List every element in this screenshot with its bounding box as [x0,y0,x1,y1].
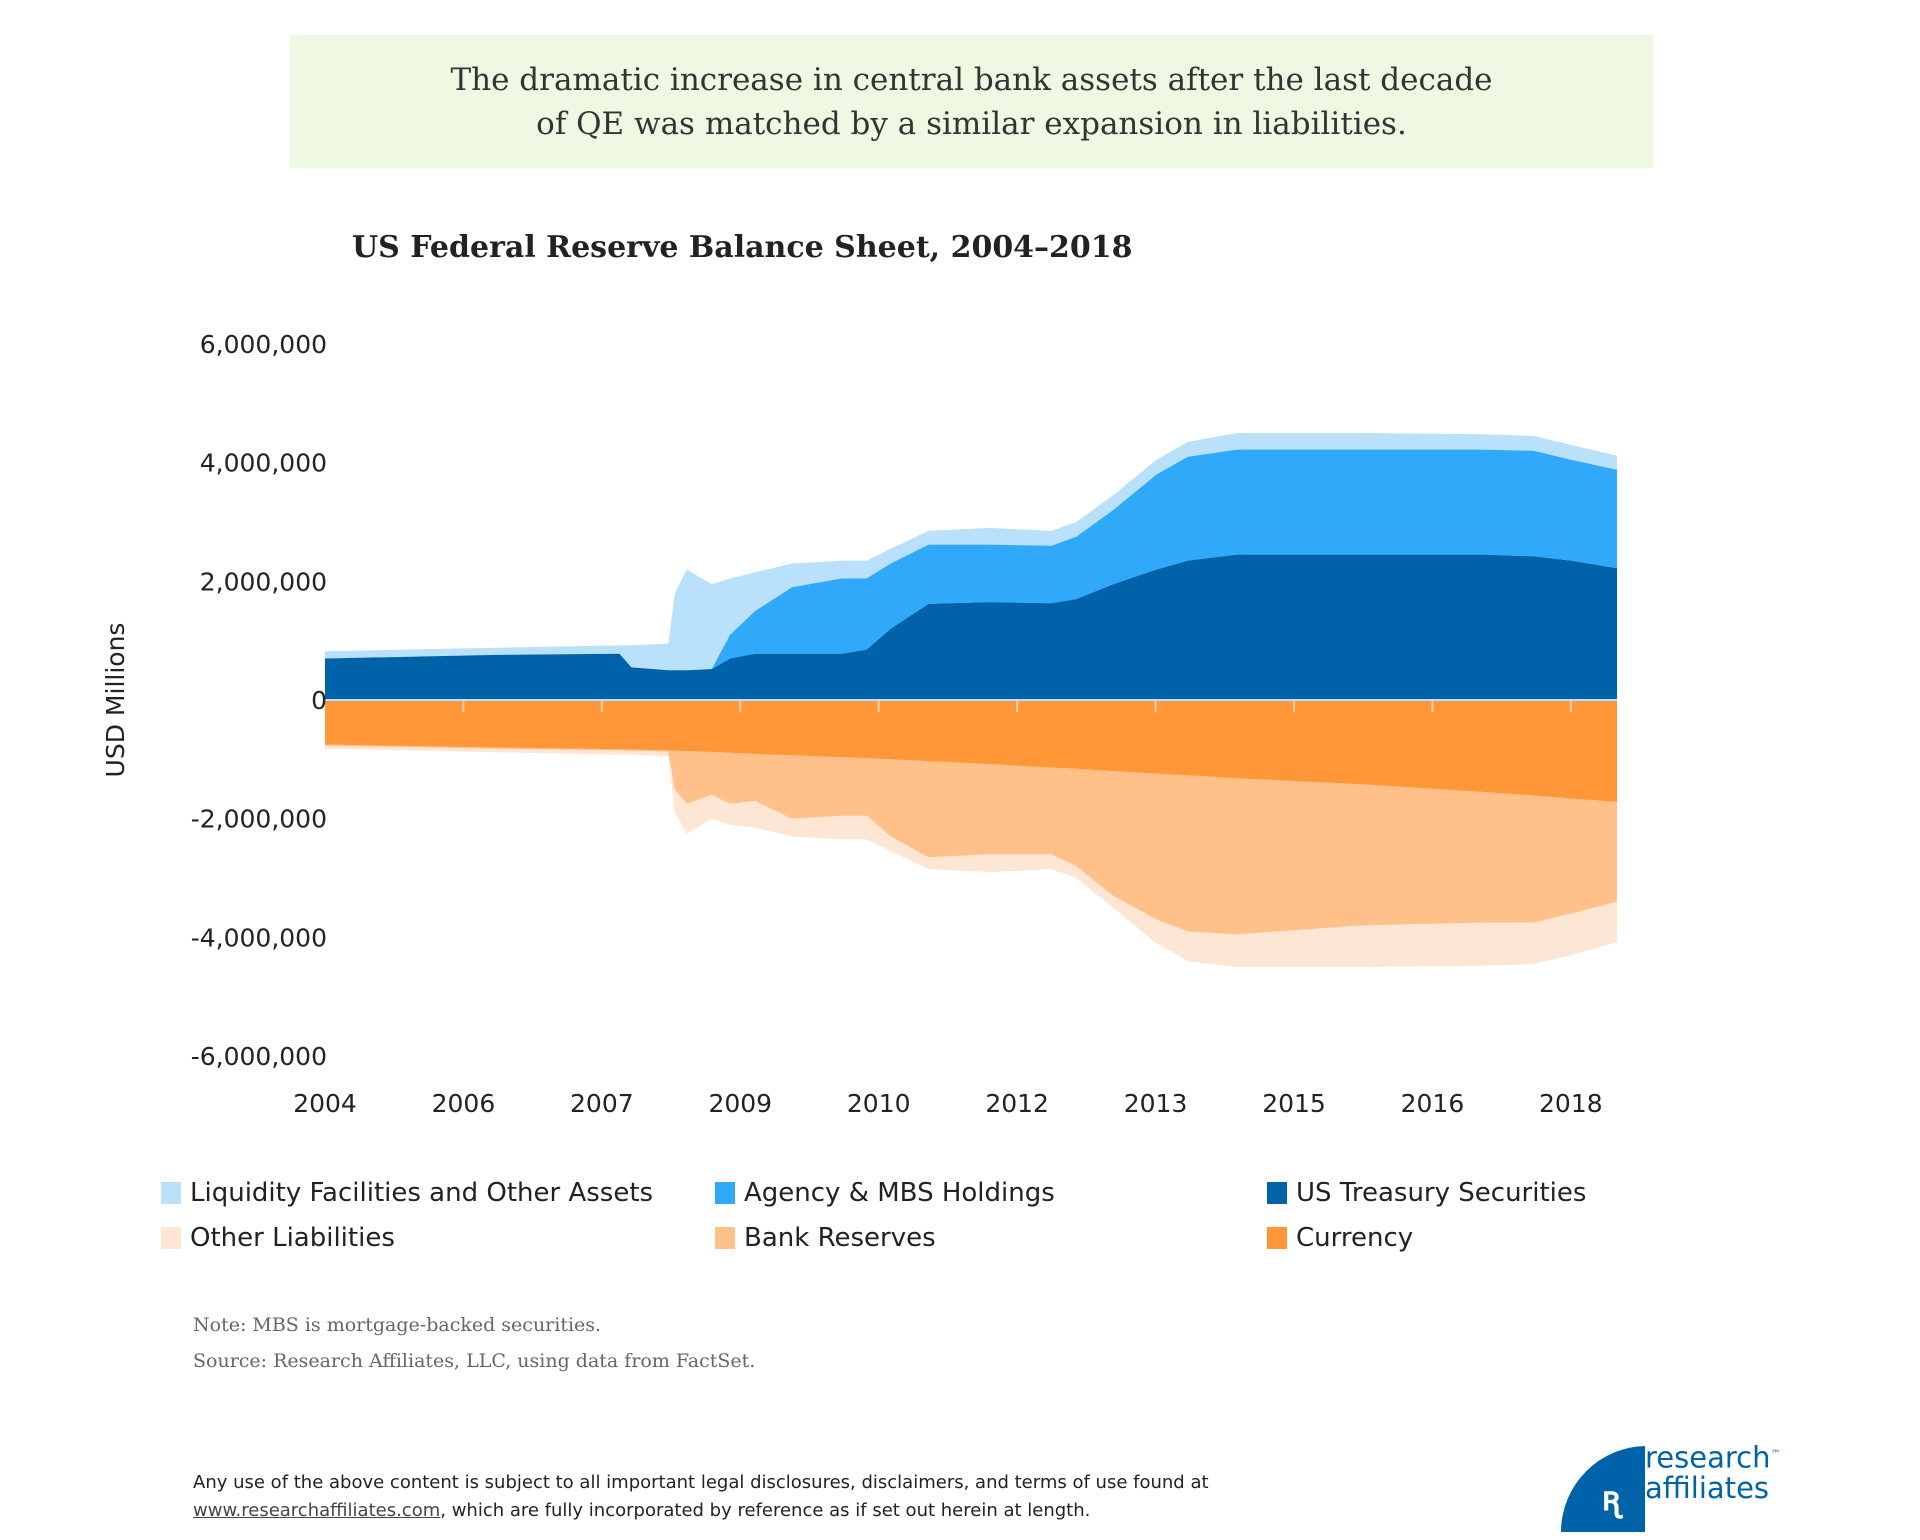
research-affiliates-logo: ꭆ research™ affiliates [1555,1440,1795,1532]
headline-line-2: of QE was matched by a similar expansion… [536,105,1407,142]
svg-text:ꭆ: ꭆ [1602,1479,1624,1519]
x-axis: 2004 2006 2007 2009 2010 2012 2013 2015 2016 2018 [293,1089,1602,1118]
legend-swatch [1267,1182,1287,1204]
headline-line-1: The dramatic increase in central bank as… [450,61,1493,98]
area-us-treasury-securities [325,554,1617,700]
note-text: Note: MBS is mortgage-backed securities. [193,1314,602,1336]
legend-swatch [161,1227,181,1249]
y-tick-label: 4,000,000 [200,449,327,478]
disclaimer-line-2: www.researchaffiliates.com, which are fu… [193,1500,1090,1521]
headline-box: The dramatic increase in central bank as… [290,35,1653,168]
y-tick-label: -2,000,000 [191,805,327,834]
website-link[interactable]: www.researchaffiliates.com [193,1500,441,1521]
y-tick-label: 0 [311,686,327,715]
legend-item: Bank Reserves [715,1223,936,1253]
chart: 6,000,000 4,000,000 2,000,000 0 -2,000,000 -4… [101,330,1617,1118]
legend-item: US Treasury Securities [1267,1178,1586,1208]
area-bank-reserves [325,744,1617,935]
x-tick-label: 2016 [1401,1089,1465,1118]
legend-item: Agency & MBS Holdings [715,1178,1055,1208]
legend-label: Currency [1296,1223,1414,1253]
source-text: Source: Research Affiliates, LLC, using … [193,1350,756,1372]
x-tick-label: 2004 [293,1089,357,1118]
y-tick-label: -4,000,000 [191,923,327,952]
x-tick-label: 2006 [432,1089,496,1118]
legend-item: Liquidity Facilities and Other Assets [161,1178,653,1208]
x-tick-label: 2015 [1262,1089,1326,1118]
area-other-liabilities [325,745,1617,967]
logo-text: research™ affiliates [1645,1440,1780,1503]
x-tick-label: 2009 [708,1089,772,1118]
x-tick-label: 2013 [1124,1089,1188,1118]
disclaimer-line-1: Any use of the above content is subject … [193,1472,1209,1493]
logo-mark-icon: ꭆ [1561,1446,1645,1532]
x-tick-label: 2007 [570,1089,634,1118]
y-axis-label: USD Millions [101,623,130,778]
y-tick-label: 6,000,000 [200,330,327,359]
legend-label: Bank Reserves [744,1223,936,1253]
area-currency [325,700,1617,802]
legend-item: Other Liabilities [161,1223,395,1253]
area-agency-mbs-holdings [325,449,1617,671]
legend-label: Liquidity Facilities and Other Assets [190,1178,654,1208]
legend-swatch [1267,1227,1287,1249]
disclaimer-line-2-text: , which are fully incorporated by refere… [440,1500,1091,1521]
x-axis-ticks [325,699,1617,712]
x-tick-label: 2018 [1539,1089,1603,1118]
legend-label: Agency & MBS Holdings [744,1178,1055,1208]
x-tick-label: 2010 [847,1089,911,1118]
legend-item: Currency [1267,1223,1413,1253]
legend-swatch [161,1182,181,1204]
legend-swatch [715,1182,735,1204]
x-tick-label: 2012 [985,1089,1049,1118]
logo-word-affiliates: affiliates [1645,1470,1770,1505]
logo-tm: ™ [1770,1449,1781,1460]
y-tick-label: -6,000,000 [191,1042,327,1071]
y-axis: 6,000,000 4,000,000 2,000,000 0 -2,000,000 -4… [191,330,327,1071]
legend-label: US Treasury Securities [1296,1178,1587,1208]
y-tick-label: 2,000,000 [200,567,327,596]
area-layer [325,433,1617,967]
legend-swatch [715,1227,735,1249]
logo-word-research: research [1645,1440,1771,1475]
chart-title: US Federal Reserve Balance Sheet, 2004–2… [352,230,1133,265]
legend-label: Other Liabilities [190,1223,395,1253]
